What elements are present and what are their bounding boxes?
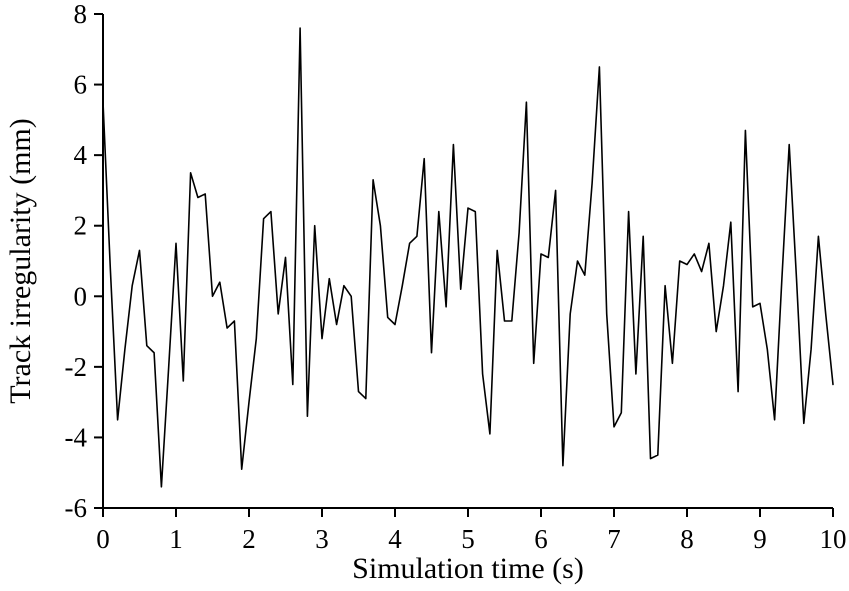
x-axis-label: Simulation time (s) <box>352 552 584 585</box>
y-tick-label: 4 <box>74 140 88 170</box>
plot-layer: 0 1 2 3 4 5 6 7 8 9 10 -6 -4 -2 0 2 4 6 8 <box>65 0 847 554</box>
x-tick-label: 6 <box>534 524 548 554</box>
y-axis-label: Track irregularity (mm) <box>4 118 37 403</box>
x-tick-label: 3 <box>315 524 329 554</box>
y-tick-label: 6 <box>74 70 88 100</box>
x-tick-label: 7 <box>607 524 621 554</box>
x-tick-label: 1 <box>169 524 183 554</box>
x-tick-label: 5 <box>461 524 475 554</box>
y-tick-label: 8 <box>74 0 88 29</box>
x-tick-label: 4 <box>388 524 402 554</box>
y-tick-label: 0 <box>74 281 88 311</box>
x-tick-label: 2 <box>242 524 256 554</box>
y-tick-label: 2 <box>74 211 88 241</box>
x-tick-label: 0 <box>96 524 110 554</box>
x-tick-label: 8 <box>680 524 694 554</box>
y-tick-label: -4 <box>65 422 88 452</box>
y-tick-label: -6 <box>65 493 88 523</box>
data-series-line <box>102 27 834 488</box>
x-tick-label: 10 <box>820 524 847 554</box>
y-tick-label: -2 <box>65 352 88 382</box>
x-tick-label: 9 <box>753 524 767 554</box>
